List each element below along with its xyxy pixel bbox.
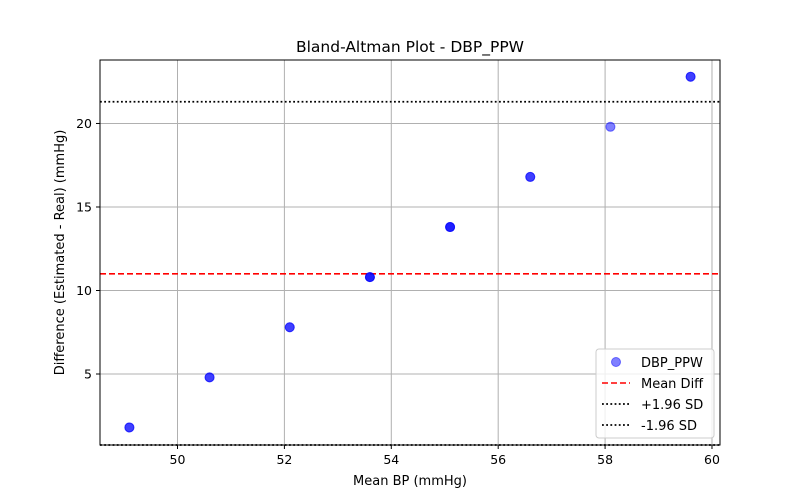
y-tick-label: 20 [76,116,92,131]
data-point [204,372,215,383]
plot-area-frame [99,59,721,446]
legend-label-dbp-ppw: DBP_PPW [641,356,703,371]
data-point [525,171,536,182]
x-tick-label: 60 [704,452,720,467]
y-axis-label: Difference (Estimated - Real) (mmHg) [53,130,68,376]
legend: DBP_PPW Mean Diff +1.96 SD -1.96 SD [595,348,715,439]
data-point [364,272,375,283]
chart-title: Bland-Altman Plot - DBP_PPW [296,38,524,57]
x-tick-label: 54 [383,452,399,467]
x-tick-label: 56 [490,452,506,467]
axis-ticks: 50 52 54 56 58 60 5 10 15 20 [76,116,720,467]
data-point [284,322,295,333]
data-point [685,71,696,82]
x-tick-label: 50 [170,452,186,467]
data-point [124,422,135,433]
legend-label-upper-sd: +1.96 SD [641,398,703,413]
legend-marker-dbp-ppw [611,357,621,367]
data-point [445,222,456,233]
y-tick-label: 5 [84,367,92,382]
y-tick-label: 15 [76,199,92,214]
legend-label-mean-diff: Mean Diff [641,377,704,392]
data-point [605,121,616,132]
data-points [124,71,696,433]
x-tick-label: 58 [597,452,613,467]
x-axis-label: Mean BP (mmHg) [353,474,467,489]
legend-label-lower-sd: -1.96 SD [641,419,697,434]
x-tick-label: 52 [276,452,292,467]
y-tick-label: 10 [76,283,92,298]
legend-box [595,348,715,439]
